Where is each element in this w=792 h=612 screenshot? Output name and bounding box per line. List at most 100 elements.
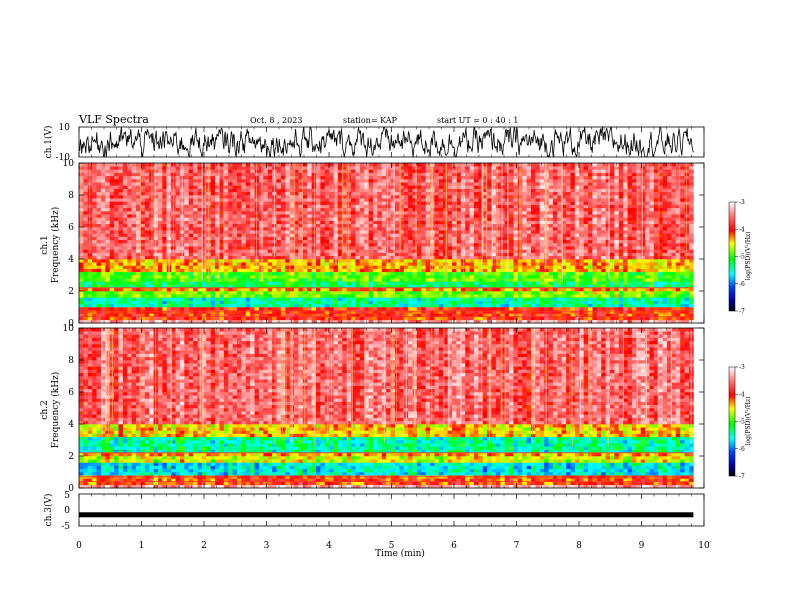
spectrogram-cell [443,243,448,247]
spectrogram-cell [188,243,194,247]
spectrogram-cell [324,291,330,295]
spectrogram-cell [342,185,347,189]
spectrogram-cell [83,220,89,225]
spectrogram-cell [223,281,229,285]
spectrogram-cell [280,198,286,202]
spectrogram-cell [201,252,207,257]
spectrogram-cell [215,307,220,311]
spectrogram-cell [416,230,422,234]
spectrogram-cell [245,207,251,212]
spectrogram-cell [223,182,229,186]
spectrogram-cell [289,217,295,221]
spectrogram-cell [364,207,369,212]
spectrogram-cell [175,313,181,317]
spectrogram-cell [114,195,119,199]
spectrogram-cell [386,255,391,260]
spectrogram-cell [386,303,391,308]
spectrogram-cell [421,319,426,324]
spectrogram-cell [456,297,462,301]
spectrogram-cell [285,204,290,209]
spectrogram-cell [105,230,111,234]
spectrogram-cell [342,175,347,180]
spectrogram-cell [188,188,194,193]
spectrogram-cell [307,179,312,183]
spectrogram-cell [280,249,286,253]
spectrogram-cell [140,307,146,311]
spectrogram-cell [302,300,308,305]
spectrogram-cell [236,243,242,247]
spectrogram-cell [219,294,225,298]
spectrogram-cell [302,284,308,289]
spectrogram-cell [469,307,475,311]
spectrogram-cell [140,182,146,186]
spectrogram-cell [83,239,89,244]
spectrogram-cell [368,271,374,276]
spectrogram-cell [315,307,321,311]
spectrogram-cell [473,291,479,295]
spectrogram-cell [438,287,444,292]
spectrogram-cell [197,300,203,305]
spectrogram-cell [473,233,479,237]
spectrogram-cell [96,233,102,237]
spectrogram-cell [258,303,264,308]
spectrogram-cell [162,211,168,215]
spectrogram-cell [491,198,497,202]
spectrogram-cell [302,239,308,244]
spectrogram-cell [355,265,361,269]
spectrogram-cell [460,316,466,321]
spectrogram-cell [412,182,418,186]
spectrogram-cell [157,291,163,295]
spectrogram-cell [390,236,396,241]
spectrogram-cell [232,239,238,244]
spectrogram-cell [473,217,479,221]
spectrogram-cell [157,204,163,209]
spectrogram-cell [263,182,268,186]
spectrogram-cell [500,214,505,218]
spectrogram-cell [377,198,383,202]
spectrogram-cell [267,307,273,311]
spectrogram-cell [276,243,282,247]
spectrogram-cell [320,191,326,196]
spectrogram-cell [447,316,453,321]
spectrogram-cell [495,185,501,189]
spectrogram-cell [162,223,168,228]
spectrogram-cell [500,175,505,180]
spectrogram-cell [438,191,444,196]
spectrogram-cell [473,236,479,241]
spectrogram-cell [197,284,203,289]
spectrogram-cell [460,300,466,305]
spectrogram-cell [83,287,89,292]
spectrogram-cell [245,265,251,269]
spectrogram-cell [210,233,216,237]
spectrogram-cell [109,294,115,298]
spectrogram-cell [373,252,378,257]
spectrogram-cell [127,278,132,282]
spectrogram-cell [390,191,396,196]
spectrogram-cell [373,214,378,218]
spectrogram-cell [452,243,457,247]
spectrogram-cell [373,198,378,202]
spectrogram-cell [258,291,264,295]
spectrogram-cell [87,275,93,279]
spectrogram-cell [434,287,440,292]
spectrogram-cell [131,255,137,260]
spectrogram-cell [403,179,409,183]
spectrogram-cell [232,300,238,305]
spectrogram-cell [105,198,111,202]
spectrogram-cell [434,278,440,282]
spectrogram-cell [381,255,387,260]
spectrogram-cell [377,271,383,276]
spectrogram-cell [184,217,190,221]
spectrogram-cell [408,163,413,167]
spectrogram-cell [315,191,321,196]
spectrogram-cell [434,294,440,298]
spectrogram-cell [166,284,172,289]
spectrogram-cell [355,204,361,209]
spectrogram-cell [206,303,211,308]
spectrogram-cell [188,313,194,317]
spectrogram-cell [478,297,484,301]
spectrogram-cell [469,268,475,273]
spectrogram-cell [403,271,409,276]
spectrogram-cell [210,175,216,180]
spectrogram-cell [346,291,352,295]
